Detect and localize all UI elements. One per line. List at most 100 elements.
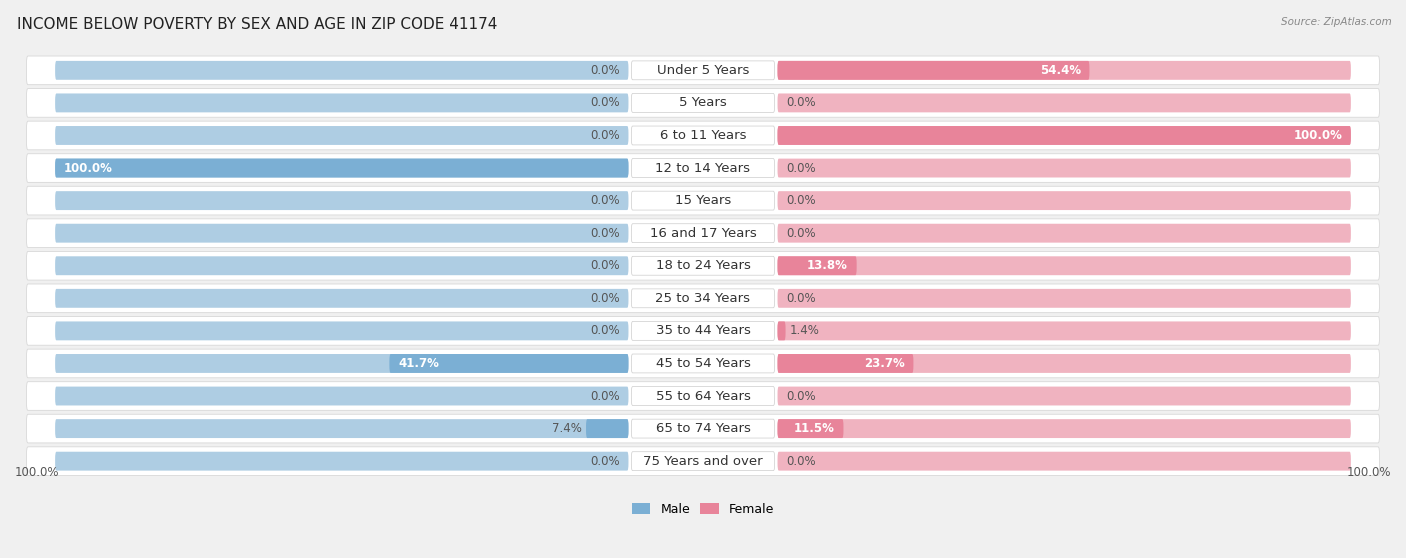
- FancyBboxPatch shape: [389, 354, 628, 373]
- Text: Under 5 Years: Under 5 Years: [657, 64, 749, 77]
- Text: 0.0%: 0.0%: [591, 227, 620, 240]
- Text: 6 to 11 Years: 6 to 11 Years: [659, 129, 747, 142]
- FancyBboxPatch shape: [27, 153, 1379, 182]
- FancyBboxPatch shape: [55, 191, 628, 210]
- Text: 12 to 14 Years: 12 to 14 Years: [655, 162, 751, 175]
- Text: 75 Years and over: 75 Years and over: [643, 455, 763, 468]
- Text: 0.0%: 0.0%: [591, 97, 620, 109]
- FancyBboxPatch shape: [778, 256, 1351, 275]
- Text: 45 to 54 Years: 45 to 54 Years: [655, 357, 751, 370]
- Text: 0.0%: 0.0%: [591, 194, 620, 207]
- FancyBboxPatch shape: [778, 256, 856, 275]
- Text: 0.0%: 0.0%: [786, 162, 815, 175]
- FancyBboxPatch shape: [55, 256, 628, 275]
- Text: 23.7%: 23.7%: [865, 357, 905, 370]
- Text: 54.4%: 54.4%: [1039, 64, 1081, 77]
- Text: 100.0%: 100.0%: [15, 466, 59, 479]
- FancyBboxPatch shape: [778, 224, 1351, 243]
- Text: 0.0%: 0.0%: [591, 64, 620, 77]
- FancyBboxPatch shape: [778, 354, 1351, 373]
- FancyBboxPatch shape: [55, 126, 628, 145]
- FancyBboxPatch shape: [27, 447, 1379, 475]
- Text: 0.0%: 0.0%: [786, 389, 815, 402]
- FancyBboxPatch shape: [55, 158, 628, 177]
- FancyBboxPatch shape: [27, 414, 1379, 443]
- Text: 0.0%: 0.0%: [591, 324, 620, 338]
- FancyBboxPatch shape: [27, 284, 1379, 312]
- Text: 0.0%: 0.0%: [591, 455, 620, 468]
- Text: 25 to 34 Years: 25 to 34 Years: [655, 292, 751, 305]
- FancyBboxPatch shape: [55, 321, 628, 340]
- FancyBboxPatch shape: [27, 252, 1379, 280]
- FancyBboxPatch shape: [55, 354, 628, 373]
- FancyBboxPatch shape: [631, 321, 775, 340]
- Text: 5 Years: 5 Years: [679, 97, 727, 109]
- Text: 35 to 44 Years: 35 to 44 Years: [655, 324, 751, 338]
- FancyBboxPatch shape: [778, 387, 1351, 406]
- FancyBboxPatch shape: [778, 191, 1351, 210]
- FancyBboxPatch shape: [55, 61, 628, 80]
- FancyBboxPatch shape: [778, 354, 914, 373]
- Text: 1.4%: 1.4%: [790, 324, 820, 338]
- FancyBboxPatch shape: [778, 126, 1351, 145]
- FancyBboxPatch shape: [27, 121, 1379, 150]
- FancyBboxPatch shape: [55, 158, 628, 177]
- FancyBboxPatch shape: [27, 316, 1379, 345]
- FancyBboxPatch shape: [631, 452, 775, 470]
- FancyBboxPatch shape: [631, 224, 775, 243]
- Text: INCOME BELOW POVERTY BY SEX AND AGE IN ZIP CODE 41174: INCOME BELOW POVERTY BY SEX AND AGE IN Z…: [17, 17, 498, 32]
- FancyBboxPatch shape: [27, 349, 1379, 378]
- FancyBboxPatch shape: [27, 56, 1379, 85]
- FancyBboxPatch shape: [778, 419, 844, 438]
- Text: 100.0%: 100.0%: [1294, 129, 1343, 142]
- Text: 0.0%: 0.0%: [786, 194, 815, 207]
- Text: 0.0%: 0.0%: [786, 97, 815, 109]
- FancyBboxPatch shape: [631, 158, 775, 177]
- Text: 55 to 64 Years: 55 to 64 Years: [655, 389, 751, 402]
- Text: 0.0%: 0.0%: [786, 292, 815, 305]
- FancyBboxPatch shape: [631, 61, 775, 80]
- FancyBboxPatch shape: [55, 452, 628, 470]
- FancyBboxPatch shape: [631, 94, 775, 112]
- FancyBboxPatch shape: [778, 419, 1351, 438]
- Text: 0.0%: 0.0%: [786, 227, 815, 240]
- FancyBboxPatch shape: [778, 158, 1351, 177]
- FancyBboxPatch shape: [631, 419, 775, 438]
- FancyBboxPatch shape: [55, 94, 628, 112]
- Text: 0.0%: 0.0%: [591, 292, 620, 305]
- FancyBboxPatch shape: [778, 321, 786, 340]
- Text: 13.8%: 13.8%: [807, 259, 848, 272]
- Text: 16 and 17 Years: 16 and 17 Years: [650, 227, 756, 240]
- Text: 15 Years: 15 Years: [675, 194, 731, 207]
- FancyBboxPatch shape: [27, 219, 1379, 248]
- FancyBboxPatch shape: [631, 289, 775, 308]
- Text: 0.0%: 0.0%: [786, 455, 815, 468]
- FancyBboxPatch shape: [586, 419, 628, 438]
- Text: Source: ZipAtlas.com: Source: ZipAtlas.com: [1281, 17, 1392, 27]
- FancyBboxPatch shape: [778, 289, 1351, 308]
- FancyBboxPatch shape: [631, 126, 775, 145]
- FancyBboxPatch shape: [55, 387, 628, 406]
- FancyBboxPatch shape: [55, 419, 628, 438]
- FancyBboxPatch shape: [778, 61, 1351, 80]
- Text: 0.0%: 0.0%: [591, 259, 620, 272]
- FancyBboxPatch shape: [778, 321, 1351, 340]
- Text: 0.0%: 0.0%: [591, 389, 620, 402]
- Text: 65 to 74 Years: 65 to 74 Years: [655, 422, 751, 435]
- Text: 100.0%: 100.0%: [63, 162, 112, 175]
- FancyBboxPatch shape: [631, 256, 775, 275]
- Text: 7.4%: 7.4%: [551, 422, 582, 435]
- FancyBboxPatch shape: [778, 126, 1351, 145]
- FancyBboxPatch shape: [778, 452, 1351, 470]
- FancyBboxPatch shape: [778, 61, 1090, 80]
- FancyBboxPatch shape: [27, 186, 1379, 215]
- FancyBboxPatch shape: [27, 89, 1379, 117]
- FancyBboxPatch shape: [631, 191, 775, 210]
- FancyBboxPatch shape: [55, 289, 628, 308]
- Text: 11.5%: 11.5%: [794, 422, 835, 435]
- FancyBboxPatch shape: [27, 382, 1379, 410]
- Text: 41.7%: 41.7%: [398, 357, 439, 370]
- Text: 0.0%: 0.0%: [591, 129, 620, 142]
- Text: 100.0%: 100.0%: [1347, 466, 1391, 479]
- FancyBboxPatch shape: [631, 387, 775, 406]
